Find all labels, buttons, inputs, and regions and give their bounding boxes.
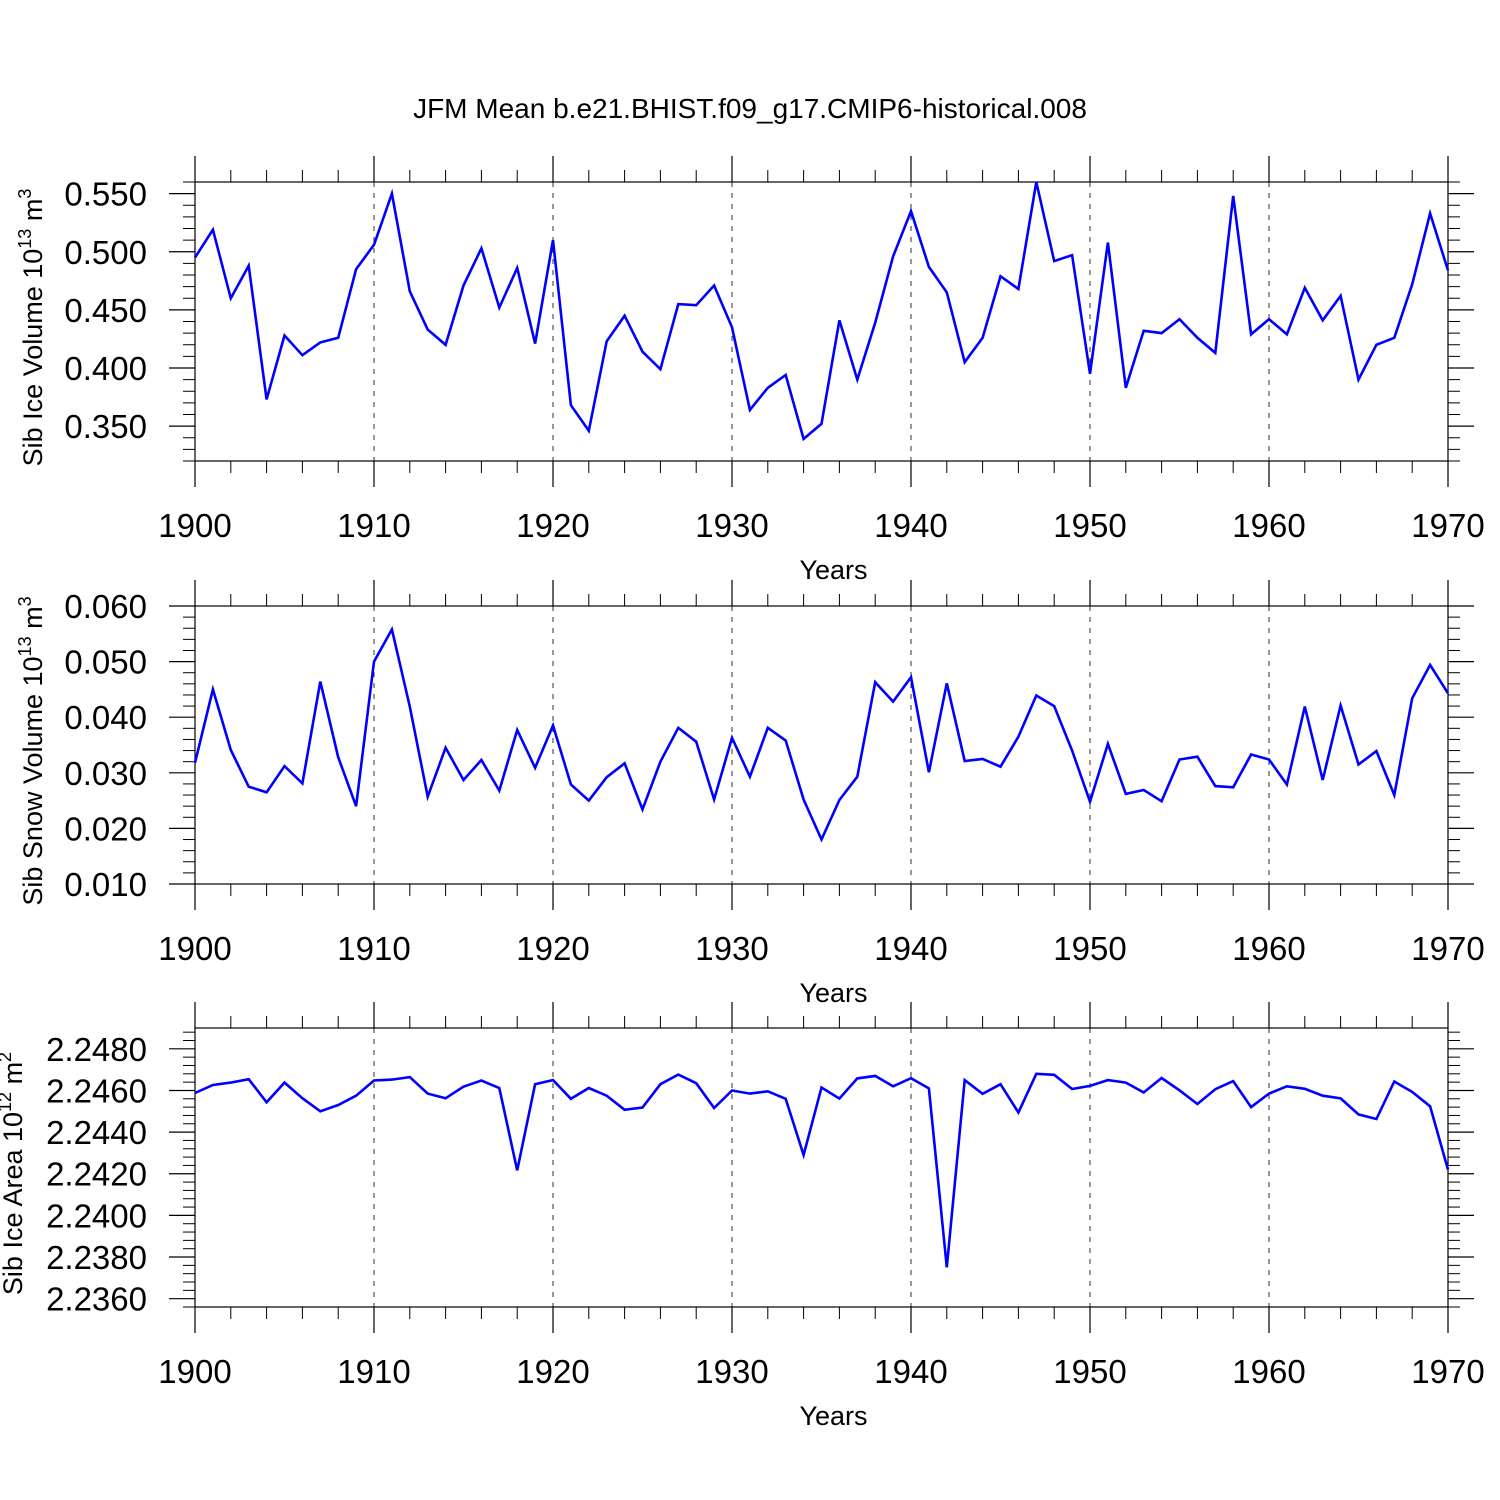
y-axis-label-unit: m (18, 199, 48, 229)
y-axis-label: Sib Ice Area 1012 m2 (0, 1052, 28, 1295)
y-tick-label: 0.450 (64, 292, 147, 329)
x-tick-label: 1910 (337, 1353, 410, 1390)
y-tick-label: 0.400 (64, 350, 147, 387)
panel-1: 1900 1910 1920 1930 1940 1950 1960 1970 0.350 0.4… (15, 156, 1485, 585)
x-tick-label: 1900 (158, 1353, 231, 1390)
x-tick-label: 1930 (695, 1353, 768, 1390)
x-tick-label: 1950 (1053, 930, 1126, 967)
x-axis-label: Years (799, 1401, 867, 1431)
y-axis-label-main: Sib Snow Volume 10 (18, 656, 48, 905)
y-tick-label: 0.060 (64, 588, 147, 625)
x-tick-label: 1900 (158, 507, 231, 544)
x-tick-label: 1940 (874, 1353, 947, 1390)
x-tick-label: 1930 (695, 930, 768, 967)
x-tick-label: 1950 (1053, 507, 1126, 544)
y-axis-label-unit-exponent: 2 (0, 1052, 15, 1062)
x-axis-label: Years (799, 978, 867, 1008)
x-tick-label: 1970 (1411, 1353, 1484, 1390)
series-line-2 (193, 625, 1450, 843)
y-axis-label-main: Sib Ice Volume 10 (18, 249, 48, 467)
y-axis-label-exponent: 12 (0, 1092, 15, 1112)
y-tick-label: 2.2460 (46, 1072, 147, 1109)
x-tick-label: 1970 (1411, 930, 1484, 967)
x-tick-label: 1920 (516, 1353, 589, 1390)
y-tick-label: 0.030 (64, 755, 147, 792)
y-tick-label: 0.010 (64, 866, 147, 903)
x-tick-label: 1950 (1053, 1353, 1126, 1390)
y-axis-label-unit-exponent: 3 (15, 189, 35, 199)
x-tick-label: 1910 (337, 930, 410, 967)
panel-2: 1900 1910 1920 1930 1940 1950 1960 1970 0.010 0.0… (15, 580, 1485, 1008)
y-tick-label: 0.550 (64, 176, 147, 213)
y-tick-label: 0.020 (64, 810, 147, 847)
x-tick-label: 1920 (516, 507, 589, 544)
x-tick-label: 1930 (695, 507, 768, 544)
panel-3: 1900 1910 1920 1930 1940 1950 1960 1970 2.2360 2.… (0, 1002, 1485, 1431)
y-axis-label: Sib Ice Volume 1013 m3 (15, 189, 48, 467)
y-axis-label-main: Sib Ice Area 10 (0, 1112, 28, 1295)
series-line-1 (193, 181, 1450, 442)
y-tick-label: 0.050 (64, 644, 147, 681)
y-tick-label: 2.2440 (46, 1114, 147, 1151)
x-tick-label: 1960 (1232, 507, 1305, 544)
x-tick-label: 1960 (1232, 1353, 1305, 1390)
x-tick-label: 1900 (158, 930, 231, 967)
y-tick-label: 2.2420 (46, 1156, 147, 1193)
y-axis-label-unit: m (18, 606, 48, 636)
x-tick-label: 1960 (1232, 930, 1305, 967)
y-tick-label: 2.2480 (46, 1031, 147, 1068)
y-axis-label: Sib Snow Volume 1013 m3 (15, 596, 48, 905)
y-axis-label-exponent: 13 (15, 229, 35, 249)
y-tick-label: 0.350 (64, 408, 147, 445)
x-tick-label: 1940 (874, 930, 947, 967)
panels: 1900 1910 1920 1930 1940 1950 1960 1970 0.350 0.4… (0, 156, 1485, 1431)
y-axis-label-exponent: 13 (15, 636, 35, 656)
y-axis-label-unit: m (0, 1062, 28, 1092)
x-tick-label: 1910 (337, 507, 410, 544)
y-axis-label-unit-exponent: 3 (15, 596, 35, 606)
x-axis-label: Years (799, 555, 867, 585)
x-tick-label: 1940 (874, 507, 947, 544)
y-tick-label: 2.2400 (46, 1197, 147, 1234)
y-tick-label: 2.2380 (46, 1239, 147, 1276)
plot-frame (194, 605, 1449, 885)
chart-title: JFM Mean b.e21.BHIST.f09_g17.CMIP6-histo… (413, 93, 1087, 124)
y-tick-label: 0.040 (64, 699, 147, 736)
y-tick-label: 0.500 (64, 234, 147, 271)
series-line-3 (194, 1072, 1450, 1268)
y-tick-label: 2.2360 (46, 1281, 147, 1318)
x-tick-label: 1920 (516, 930, 589, 967)
x-tick-label: 1970 (1411, 507, 1484, 544)
